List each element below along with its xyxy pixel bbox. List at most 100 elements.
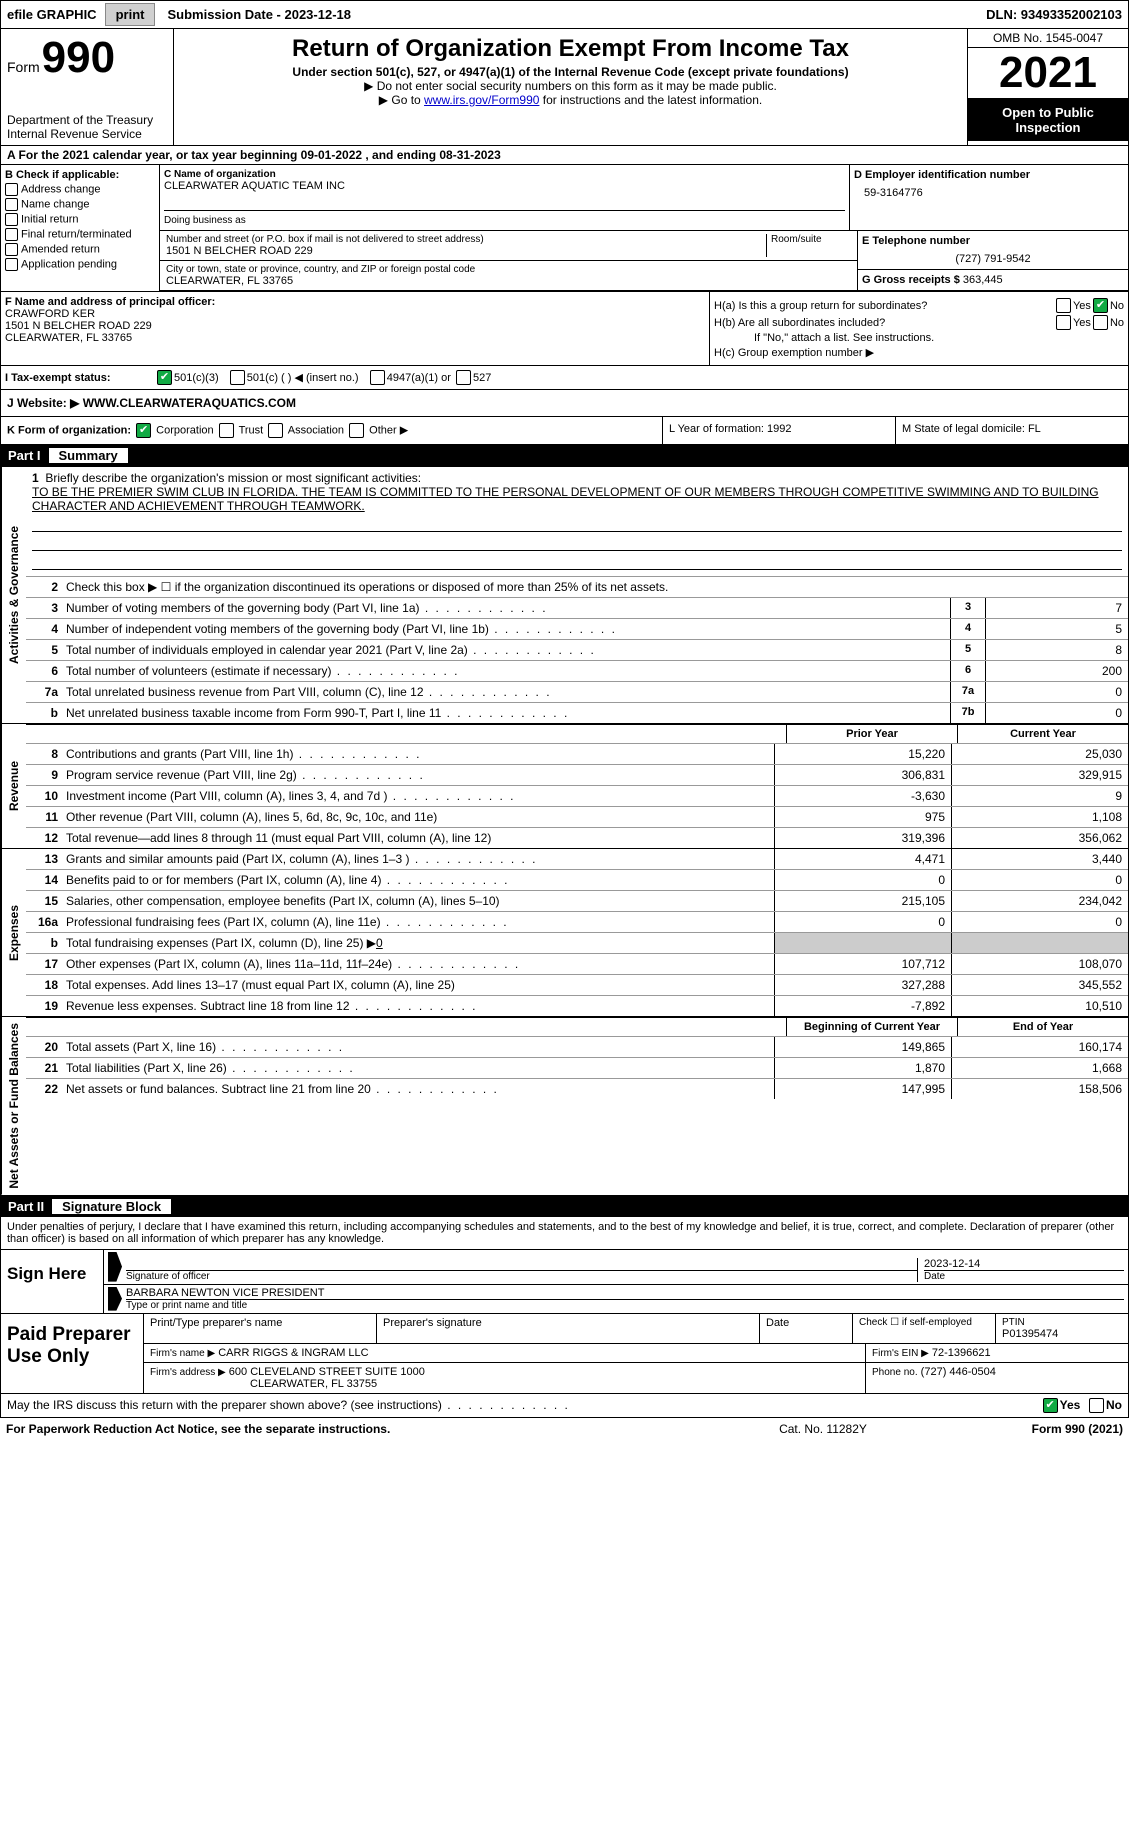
principal-officer: F Name and address of principal officer:… bbox=[1, 292, 710, 365]
part2-num: Part II bbox=[8, 1199, 52, 1214]
ha-yes-chk[interactable] bbox=[1056, 298, 1071, 313]
chk-app-pending[interactable] bbox=[5, 258, 18, 271]
efile-label: efile GRAPHIC bbox=[1, 7, 103, 22]
l15-p: 215,105 bbox=[774, 891, 951, 911]
line-18: Total expenses. Add lines 13–17 (must eq… bbox=[62, 975, 774, 995]
hb-note: If "No," attach a list. See instructions… bbox=[714, 332, 1124, 344]
prep-check-label: Check ☐ if self-employed bbox=[853, 1314, 996, 1343]
l16b-grey1 bbox=[774, 933, 951, 953]
l9-p: 306,831 bbox=[774, 765, 951, 785]
l20-p: 149,865 bbox=[774, 1037, 951, 1057]
may-irs-no-chk[interactable] bbox=[1089, 1398, 1104, 1413]
state-domicile: M State of legal domicile: FL bbox=[896, 417, 1128, 444]
line-22: Net assets or fund balances. Subtract li… bbox=[62, 1079, 774, 1099]
l14-c: 0 bbox=[951, 870, 1128, 890]
website-value: WWW.CLEARWATERAQUATICS.COM bbox=[83, 396, 296, 410]
header-left: Form 990 Department of the Treasury Inte… bbox=[1, 29, 174, 145]
line-7a-val: 0 bbox=[985, 682, 1128, 702]
hb-yes-chk[interactable] bbox=[1056, 315, 1071, 330]
amended-label: Amended return bbox=[21, 243, 100, 255]
l13-p: 4,471 bbox=[774, 849, 951, 869]
chk-final[interactable] bbox=[5, 228, 18, 241]
org-name: CLEARWATER AQUATIC TEAM INC bbox=[164, 180, 845, 192]
line-4-val: 5 bbox=[985, 619, 1128, 639]
l10-c: 9 bbox=[951, 786, 1128, 806]
chk-527[interactable] bbox=[456, 370, 471, 385]
ha-no-chk[interactable]: ✔ bbox=[1093, 298, 1108, 313]
sign-here-row: Sign Here Signature of officer 2023-12-1… bbox=[0, 1250, 1129, 1314]
l13-c: 3,440 bbox=[951, 849, 1128, 869]
signer-name-label: Type or print name and title bbox=[126, 1300, 1124, 1311]
org-name-block: C Name of organization CLEARWATER AQUATI… bbox=[160, 165, 850, 230]
opt-527: 527 bbox=[473, 372, 491, 384]
line-3: Number of voting members of the governin… bbox=[62, 598, 950, 618]
l12-c: 356,062 bbox=[951, 828, 1128, 848]
part1-title: Summary bbox=[49, 448, 128, 463]
city-label: City or town, state or province, country… bbox=[166, 264, 851, 275]
gross-label: G Gross receipts $ bbox=[862, 274, 960, 286]
chk-initial[interactable] bbox=[5, 213, 18, 226]
chk-501c3[interactable]: ✔ bbox=[157, 370, 172, 385]
chk-other[interactable] bbox=[349, 423, 364, 438]
ptin-label: PTIN bbox=[1002, 1317, 1122, 1328]
chk-trust[interactable] bbox=[219, 423, 234, 438]
form-subtitle: Under section 501(c), 527, or 4947(a)(1)… bbox=[178, 65, 963, 79]
hc-label: H(c) Group exemption number ▶ bbox=[714, 346, 874, 359]
tax-year: 2021 bbox=[968, 48, 1128, 99]
hdr-beg: Beginning of Current Year bbox=[786, 1018, 957, 1036]
sig-date: 2023-12-14 bbox=[924, 1258, 1124, 1270]
line-21: Total liabilities (Part X, line 26) bbox=[62, 1058, 774, 1078]
l21-p: 1,870 bbox=[774, 1058, 951, 1078]
year-formation: L Year of formation: 1992 bbox=[663, 417, 896, 444]
ein-block: D Employer identification number 59-3164… bbox=[850, 165, 1128, 230]
line-12: Total revenue—add lines 8 through 11 (mu… bbox=[62, 828, 774, 848]
gross-value: 363,445 bbox=[963, 274, 1003, 286]
may-irs-yes-chk[interactable]: ✔ bbox=[1043, 1398, 1058, 1413]
chk-501c[interactable] bbox=[230, 370, 245, 385]
firm-city: CLEARWATER, FL 33755 bbox=[150, 1378, 377, 1390]
hb-yes: Yes bbox=[1073, 317, 1091, 329]
firm-name: CARR RIGGS & INGRAM LLC bbox=[218, 1347, 368, 1359]
note2-post: for instructions and the latest informat… bbox=[539, 93, 762, 107]
signer-name: BARBARA NEWTON VICE PRESIDENT bbox=[126, 1287, 1124, 1300]
footer-right: Form 990 (2021) bbox=[923, 1422, 1123, 1436]
line-17: Other expenses (Part IX, column (A), lin… bbox=[62, 954, 774, 974]
chk-name-change[interactable] bbox=[5, 198, 18, 211]
form-title: Return of Organization Exempt From Incom… bbox=[178, 35, 963, 63]
l17-p: 107,712 bbox=[774, 954, 951, 974]
chk-corp[interactable]: ✔ bbox=[136, 423, 151, 438]
col-b-header: B Check if applicable: bbox=[5, 169, 155, 181]
hb-no-chk[interactable] bbox=[1093, 315, 1108, 330]
k-form-org: K Form of organization: ✔ Corporation Tr… bbox=[1, 417, 663, 444]
irs-link[interactable]: www.irs.gov/Form990 bbox=[424, 93, 539, 107]
chk-4947[interactable] bbox=[370, 370, 385, 385]
row-fh: F Name and address of principal officer:… bbox=[0, 292, 1129, 366]
ptin-value: P01395474 bbox=[1002, 1328, 1122, 1340]
row-j-website: J Website: ▶ WWW.CLEARWATERAQUATICS.COM bbox=[0, 390, 1129, 417]
row-k: K Form of organization: ✔ Corporation Tr… bbox=[0, 417, 1129, 445]
l14-p: 0 bbox=[774, 870, 951, 890]
l10-p: -3,630 bbox=[774, 786, 951, 806]
arrow-icon bbox=[108, 1252, 122, 1282]
firm-ein: 72-1396621 bbox=[932, 1347, 991, 1359]
opt-501c: 501(c) ( ) ◀ (insert no.) bbox=[247, 371, 359, 384]
l8-p: 15,220 bbox=[774, 744, 951, 764]
tel-value: (727) 791-9542 bbox=[862, 253, 1124, 265]
l18-p: 327,288 bbox=[774, 975, 951, 995]
chk-amended[interactable] bbox=[5, 243, 18, 256]
chk-assoc[interactable] bbox=[268, 423, 283, 438]
l18-c: 345,552 bbox=[951, 975, 1128, 995]
line-6: Total number of volunteers (estimate if … bbox=[62, 661, 950, 681]
line-4: Number of independent voting members of … bbox=[62, 619, 950, 639]
tel-label: E Telephone number bbox=[862, 235, 1124, 247]
print-button[interactable]: print bbox=[105, 3, 156, 26]
form-header: Form 990 Department of the Treasury Inte… bbox=[0, 29, 1129, 146]
officer-city: CLEARWATER, FL 33765 bbox=[5, 332, 132, 344]
line-5: Total number of individuals employed in … bbox=[62, 640, 950, 660]
initial-label: Initial return bbox=[21, 213, 78, 225]
line-15: Salaries, other compensation, employee b… bbox=[62, 891, 774, 911]
line-16b: Total fundraising expenses (Part IX, col… bbox=[62, 933, 774, 953]
dept-treasury: Department of the Treasury bbox=[7, 113, 167, 127]
chk-addr-change[interactable] bbox=[5, 183, 18, 196]
row-i-tax-status: I Tax-exempt status: ✔ 501(c)(3) 501(c) … bbox=[0, 366, 1129, 390]
